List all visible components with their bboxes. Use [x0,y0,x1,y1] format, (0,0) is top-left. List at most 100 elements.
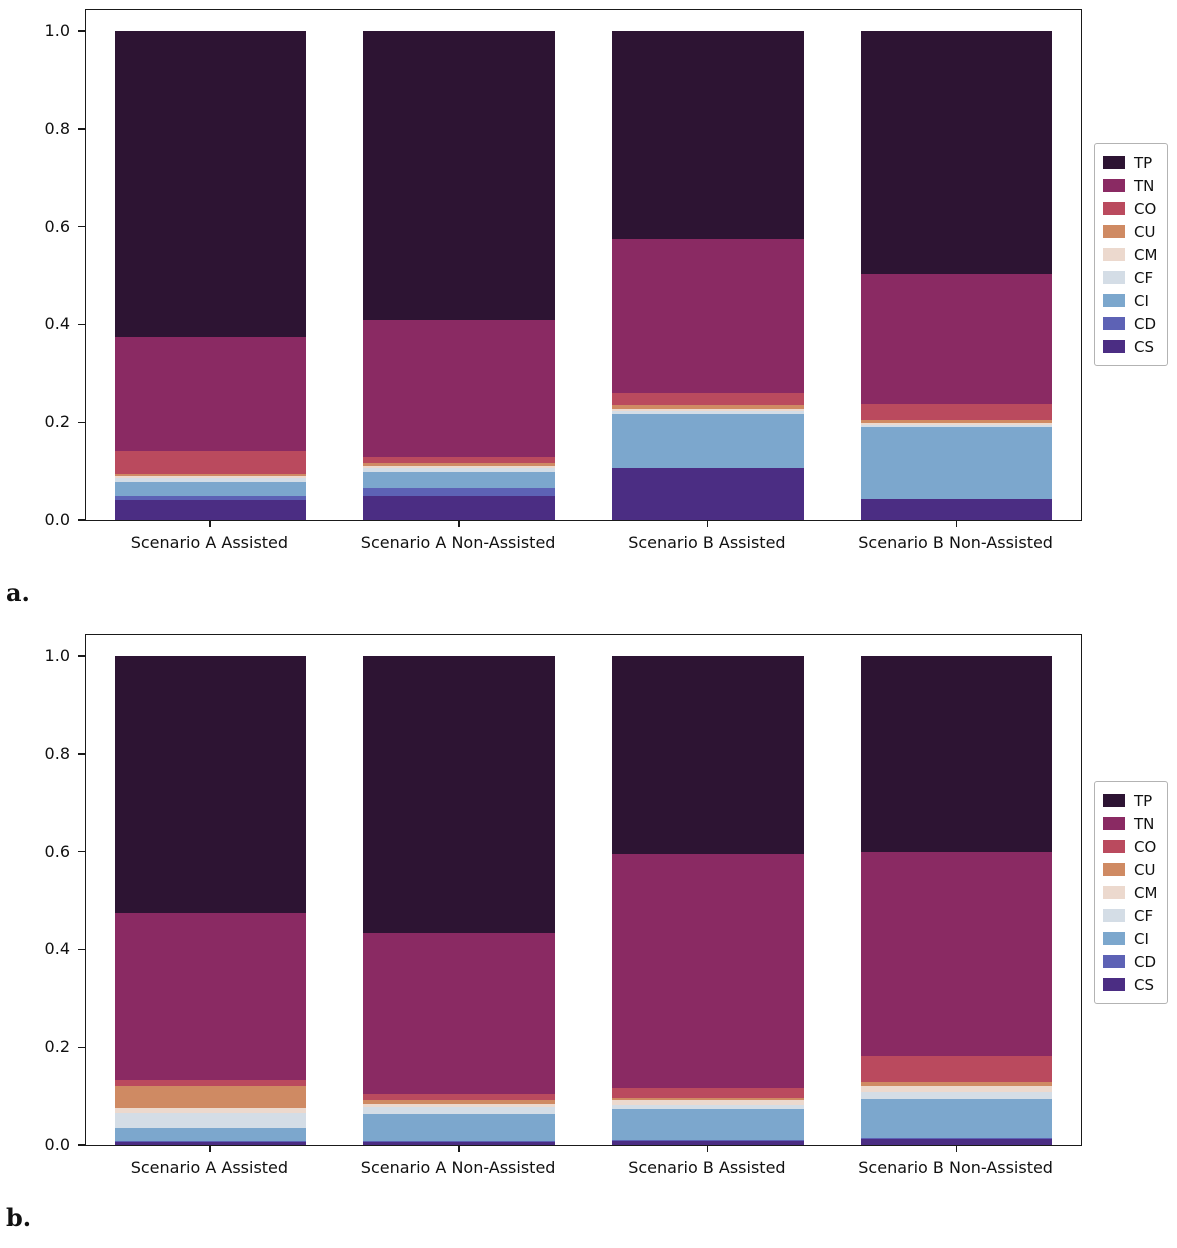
bar-slot [335,31,584,520]
y-tick-label: 0.0 [44,510,70,529]
y-tick-mark [78,655,86,657]
y-tick-mark [78,323,86,326]
bar-segment-tn [114,912,307,1080]
legend-swatch-cm [1103,248,1125,261]
bar-segment-co [114,1079,307,1087]
legend-label-cm: CM [1134,883,1158,902]
legend-label-cs: CS [1134,337,1154,356]
bar-segment-tp [860,656,1053,852]
legend-item-cu: CU [1103,220,1157,243]
x-category-label: Scenario B Assisted [628,1158,786,1177]
y-tick-label: 0.4 [44,939,70,959]
x-category-cell: Scenario B Assisted [583,1146,832,1177]
bar-slot [86,656,335,1145]
x-category-cell: Scenario A Non-Assisted [334,1146,583,1177]
x-category-label: Scenario A Non-Assisted [360,533,556,552]
bar-segment-tp [114,656,307,913]
legend-item-cs: CS [1103,973,1157,996]
stacked-bar [860,656,1053,1145]
legend-label-cd: CD [1134,952,1157,971]
bar-segment-cs [860,1139,1053,1145]
bar-segment-ci [114,481,307,497]
legend-label-co: CO [1134,199,1157,218]
legend-swatch-cs [1103,978,1125,991]
legend-item-cm: CM [1103,881,1157,904]
legend-label-tp: TP [1134,153,1153,172]
x-tick-mark [209,1146,211,1152]
legend-swatch-tn [1103,179,1125,192]
x-category-label: Scenario B Assisted [628,533,786,552]
bar-segment-co [363,1093,555,1100]
bar-segment-tn [363,933,555,1094]
legend-item-co: CO [1103,197,1157,220]
bar-slot [584,656,833,1145]
bar-segment-tp [114,31,307,337]
x-category-cell: Scenario A Non-Assisted [334,521,583,552]
legend-item-tn: TN [1103,812,1157,835]
legend-item-cu: CU [1103,858,1157,881]
chart-a: TP TN CO CU CM CF CI CD CS 0.0 0.2 0.4 0.6 0.8 1.0 Sc… [0,9,1177,552]
y-tick-label: 0.0 [44,1135,70,1154]
legend-swatch-co [1103,202,1125,215]
x-tick-mark [706,521,709,527]
x-tick-mark [955,521,958,527]
legend-item-ci: CI [1103,927,1157,950]
chart-b: TP TN CO CU CM CF CI CD CS 0.0 0.2 0.4 0.6 0.8 1.0 Sc… [0,634,1177,1177]
y-tick-label: 0.8 [44,118,70,138]
legend-swatch-co [1103,840,1125,853]
bars-row [86,31,1081,520]
bar-segment-cu [114,474,307,476]
legend-item-cf: CF [1103,266,1157,289]
bar-segment-cu [363,1099,555,1105]
bar-segment-cf [363,468,555,473]
x-tick-mark [209,521,211,527]
bar-segment-ci [363,1114,555,1142]
bar-segment-cu [363,463,555,467]
bar-segment-tn [860,274,1053,404]
legend-item-co: CO [1103,835,1157,858]
legend-item-ci: CI [1103,289,1157,312]
bar-segment-tn [612,238,804,393]
legend-label-cm: CM [1134,245,1158,264]
bar-segment-cm [363,466,555,469]
panel-b: TP TN CO CU CM CF CI CD CS 0.0 0.2 0.4 0.6 0.8 1.0 Sc… [0,634,1177,1233]
plot-area: TP TN CO CU CM CF CI CD CS 0.0 0.2 0.4 0.6 0.8 1.0 [45,634,1169,1154]
legend-item-cd: CD [1103,312,1157,335]
bar-segment-cm [363,1104,555,1107]
bar-segment-co [860,403,1053,420]
bar-segment-cd [363,487,555,497]
bar-segment-co [860,1055,1053,1083]
x-category-label: Scenario B Non-Assisted [858,1158,1053,1177]
bar-segment-cf [363,1106,555,1115]
legend-swatch-cm [1103,886,1125,899]
y-tick-mark [78,30,86,32]
y-tick-mark [78,519,86,521]
legend-item-tn: TN [1103,174,1157,197]
bar-segment-cf [612,1105,804,1110]
bar-segment-tp [363,31,555,320]
x-category-label: Scenario A Non-Assisted [360,1158,556,1177]
bar-segment-cs [114,1142,307,1145]
bar-segment-ci [860,427,1053,500]
y-tick-mark [78,948,86,951]
bar-segment-co [612,392,804,406]
panel-a: TP TN CO CU CM CF CI CD CS 0.0 0.2 0.4 0.6 0.8 1.0 Sc… [0,9,1177,608]
y-tick-mark [78,1046,86,1048]
bar-segment-cf [114,1113,307,1128]
y-tick-label: 1.0 [44,646,70,665]
legend-item-cm: CM [1103,243,1157,266]
bar-slot [86,31,335,520]
x-axis-labels: Scenario A Assisted Scenario A Non-Assist… [85,521,1080,552]
bar-segment-cd [114,1141,307,1143]
legend-swatch-tp [1103,156,1125,169]
bar-segment-cd [363,1141,555,1143]
legend-label-ci: CI [1134,929,1149,948]
bar-segment-tn [363,319,555,458]
bar-segment-cm [612,1100,804,1106]
legend-swatch-cd [1103,955,1125,968]
bar-segment-cm [114,475,307,478]
stacked-bar [860,31,1053,520]
bar-segment-cm [612,408,804,411]
legend-label-tp: TP [1134,791,1153,810]
